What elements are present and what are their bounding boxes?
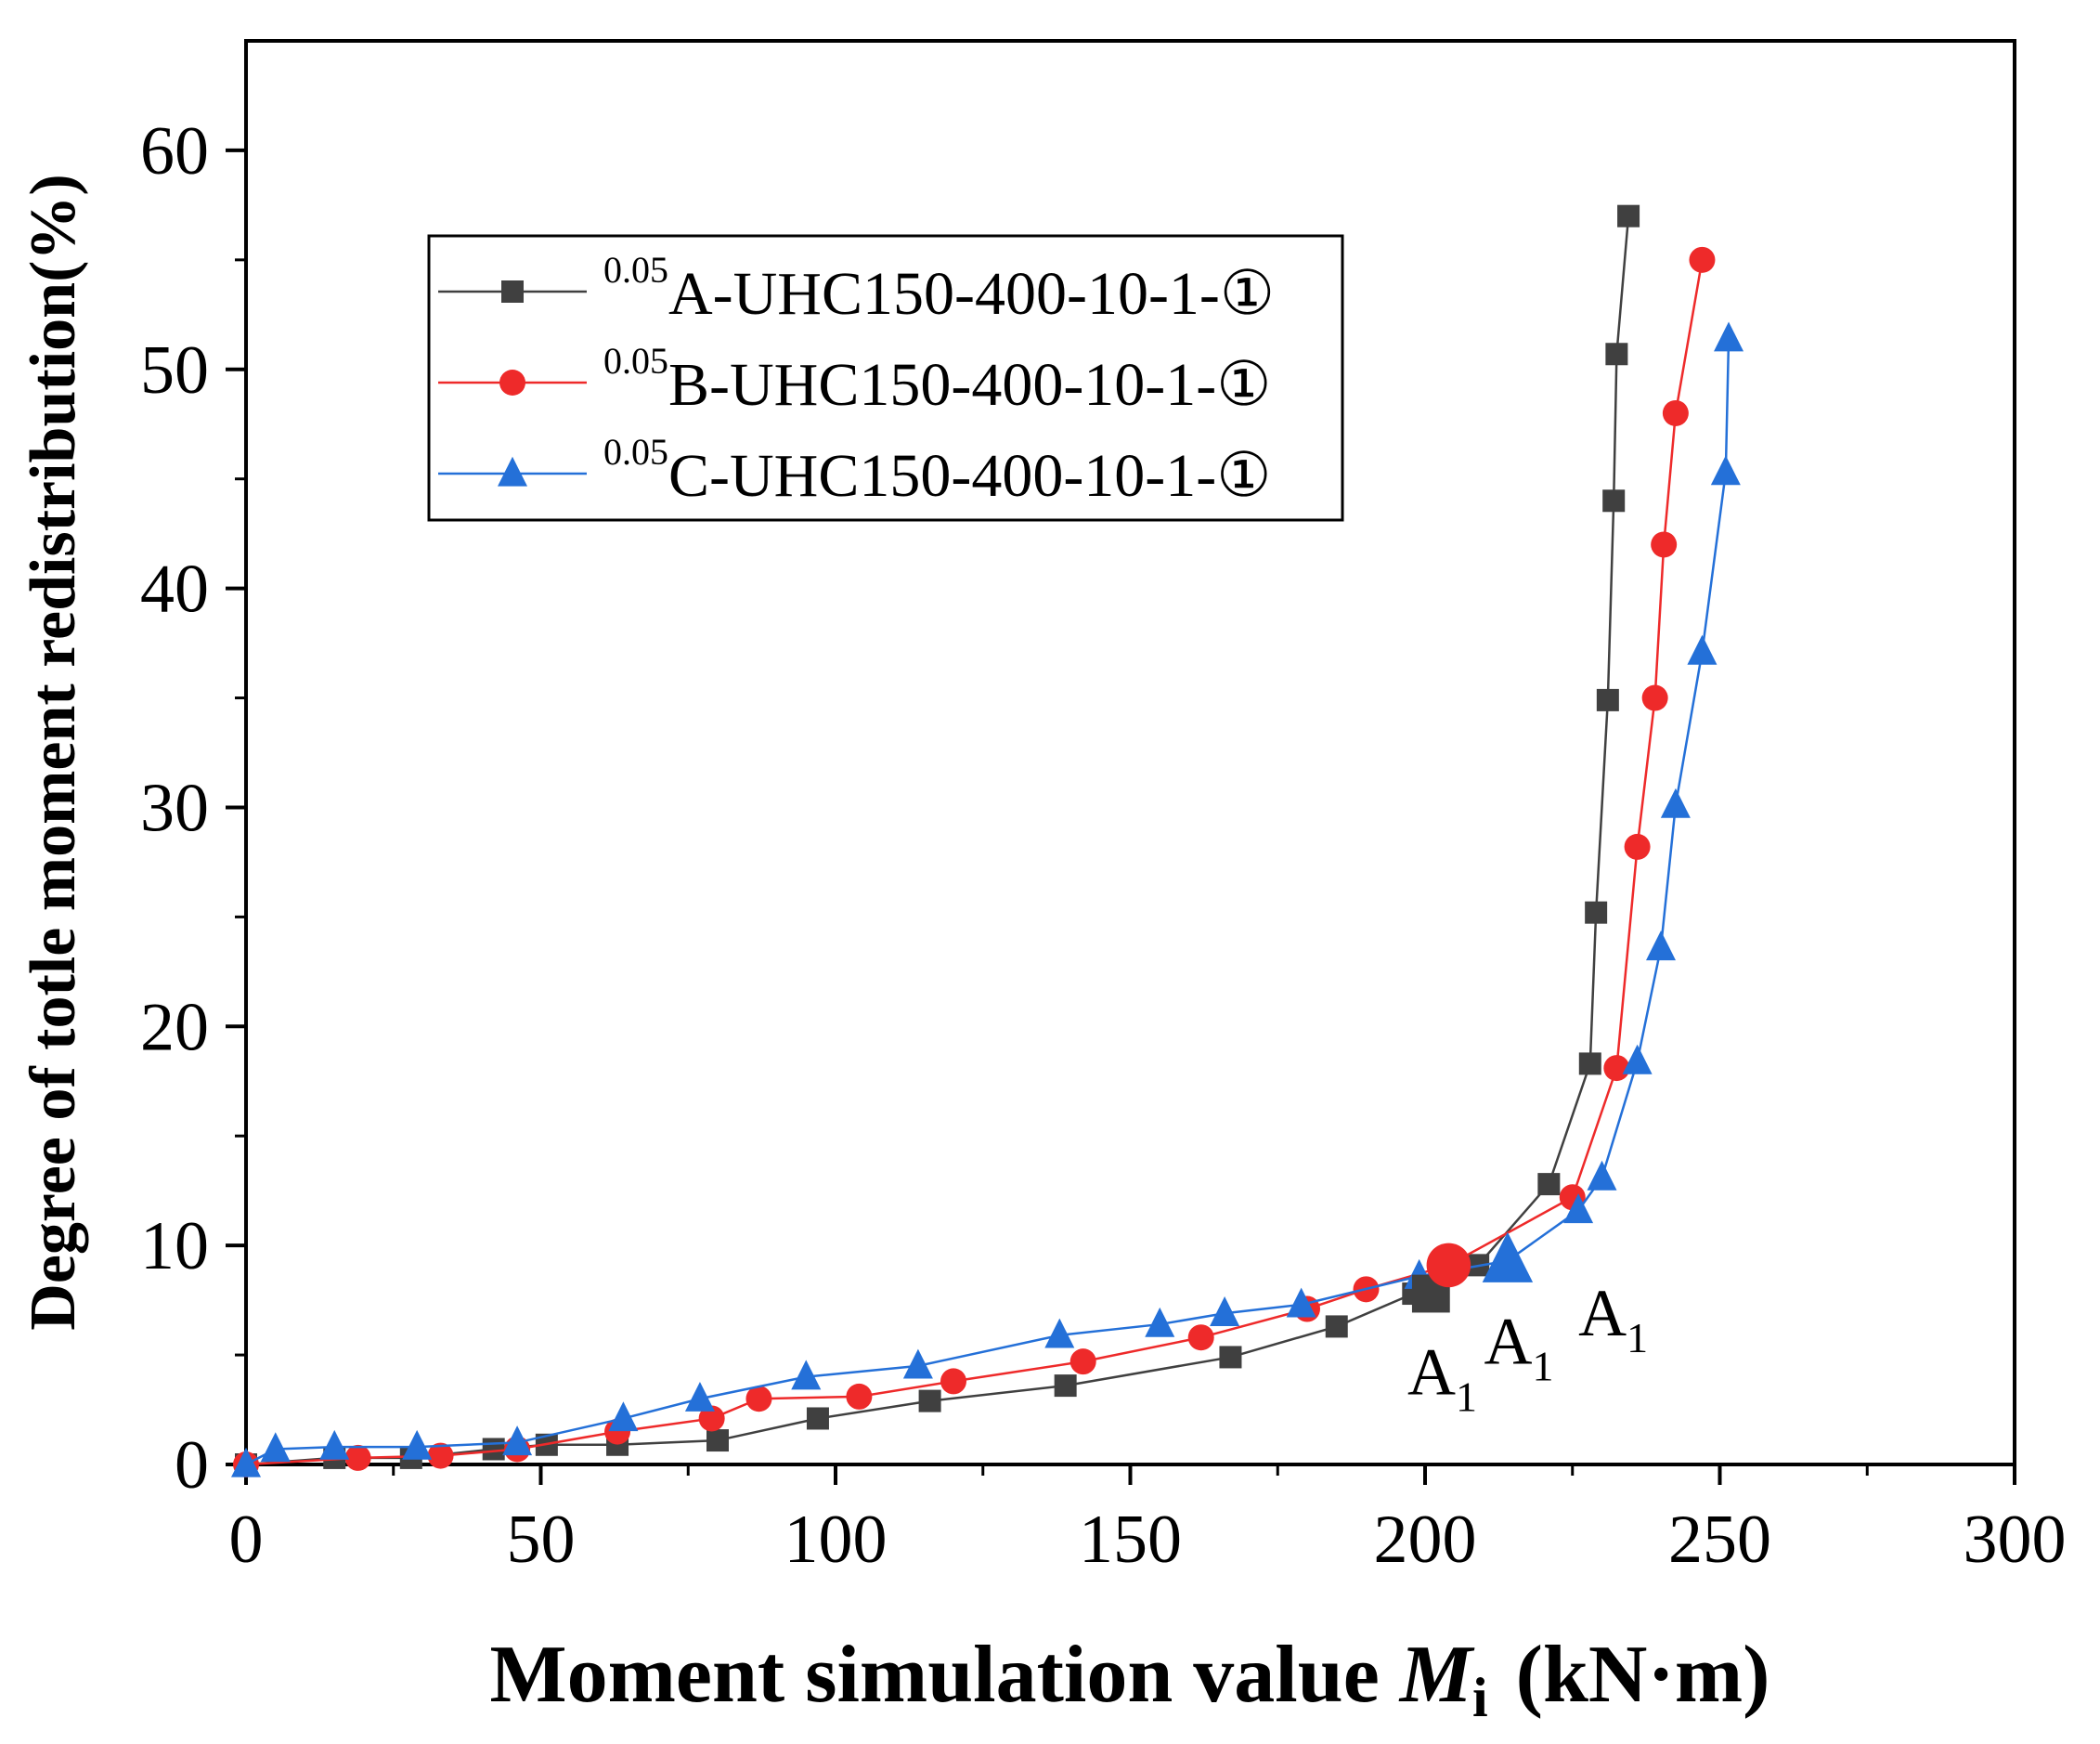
data-point [1622, 1044, 1653, 1074]
data-point [427, 1442, 454, 1469]
data-point [1537, 1173, 1561, 1196]
data-point [1689, 246, 1716, 273]
y-axis: 0 10 20 30 40 50 60 [140, 113, 246, 1503]
data-point [1605, 343, 1628, 366]
data-point [706, 1429, 729, 1452]
x-axis-title-sub: i [1472, 1667, 1488, 1728]
data-point [1585, 901, 1608, 924]
series-2 [233, 246, 1716, 1477]
legend-item: 0.05B-UHC150-400-10-1-① [438, 340, 1271, 419]
legend-box [427, 234, 1344, 522]
x-tick-label: 100 [784, 1502, 888, 1578]
data-point [1603, 1055, 1630, 1082]
data-point [402, 1429, 433, 1460]
data-point [1710, 455, 1741, 486]
data-point [684, 1382, 715, 1412]
y-axis-title: Degree of totle moment redistribution(%) [18, 174, 89, 1330]
data-point [482, 1438, 505, 1461]
data-point [1563, 1193, 1594, 1224]
y-tick-label: 20 [140, 989, 209, 1065]
data-point [1617, 204, 1640, 228]
data-point [344, 1444, 371, 1471]
legend-label: 0.05B-UHC150-400-10-1-① [603, 340, 1271, 419]
data-point [791, 1360, 822, 1390]
data-point [902, 1348, 933, 1379]
data-point [1587, 1160, 1617, 1191]
legend-marker [498, 456, 527, 487]
y-tick-label: 50 [140, 332, 209, 409]
data-point [1646, 931, 1676, 961]
data-point [1044, 1318, 1075, 1348]
series-layer [231, 204, 1744, 1477]
x-tick-label: 0 [229, 1502, 264, 1578]
legend-label: 0.05A-UHC150-400-10-1-① [603, 249, 1275, 328]
highlight-point [1482, 1231, 1534, 1282]
x-axis: 0 50 100 150 200 250 300 [229, 1464, 2067, 1578]
x-tick-label: 200 [1374, 1502, 1477, 1578]
data-point [502, 1425, 533, 1456]
series-3 [231, 321, 1744, 1477]
data-point [1145, 1307, 1175, 1337]
x-axis-title: Moment simulation value Mi (kN·m) [490, 1630, 1770, 1728]
data-point [1624, 833, 1651, 860]
data-point [1325, 1315, 1348, 1338]
legend-marker [501, 280, 524, 303]
data-point [1286, 1287, 1316, 1318]
data-point [1210, 1296, 1240, 1326]
data-point [745, 1386, 772, 1412]
data-point [1714, 321, 1744, 352]
legend-marker [499, 370, 525, 396]
y-tick-label: 0 [175, 1427, 209, 1503]
data-point [608, 1401, 639, 1432]
data-point [1187, 1324, 1214, 1351]
data-point [1054, 1374, 1077, 1398]
y-tick-label: 30 [140, 770, 209, 846]
legend-item: 0.05A-UHC150-400-10-1-① [438, 249, 1275, 328]
x-tick-label: 250 [1668, 1502, 1771, 1578]
data-point [1662, 399, 1689, 426]
data-point [1578, 1052, 1601, 1075]
x-axis-title-prefix: Moment simulation value [490, 1630, 1400, 1720]
x-axis-title-unit: (kN·m) [1516, 1630, 1770, 1720]
data-point [918, 1389, 941, 1412]
annotation-label: A1 [1407, 1335, 1477, 1421]
data-point [260, 1432, 291, 1463]
x-tick-label: 300 [1964, 1502, 2067, 1578]
data-point [1069, 1348, 1096, 1375]
data-point [846, 1383, 873, 1410]
data-point [1602, 489, 1626, 513]
data-point [1660, 787, 1691, 818]
y-tick-label: 40 [140, 552, 209, 628]
x-tick-label: 150 [1079, 1502, 1182, 1578]
legend-label: 0.05C-UHC150-400-10-1-① [603, 431, 1271, 510]
data-point [1596, 688, 1619, 711]
data-point [319, 1429, 350, 1460]
annotation-label: A1 [1484, 1305, 1554, 1390]
highlight-point [1426, 1243, 1471, 1288]
y-tick-label: 60 [140, 113, 209, 189]
x-axis-title-var: M [1398, 1630, 1475, 1720]
data-point [1641, 684, 1668, 711]
legend: 0.05A-UHC150-400-10-1-① 0.05B-UHC150-400-… [427, 234, 1344, 522]
x-tick-label: 50 [507, 1502, 576, 1578]
data-point [1687, 634, 1718, 665]
data-point [806, 1407, 829, 1430]
y-tick-label: 10 [140, 1208, 209, 1284]
legend-item: 0.05C-UHC150-400-10-1-① [438, 431, 1271, 510]
data-point [698, 1405, 725, 1432]
data-point [1651, 531, 1678, 558]
annotation-label: A1 [1578, 1276, 1648, 1361]
data-point [1219, 1346, 1242, 1369]
data-point [940, 1368, 966, 1395]
data-point [231, 1447, 261, 1477]
